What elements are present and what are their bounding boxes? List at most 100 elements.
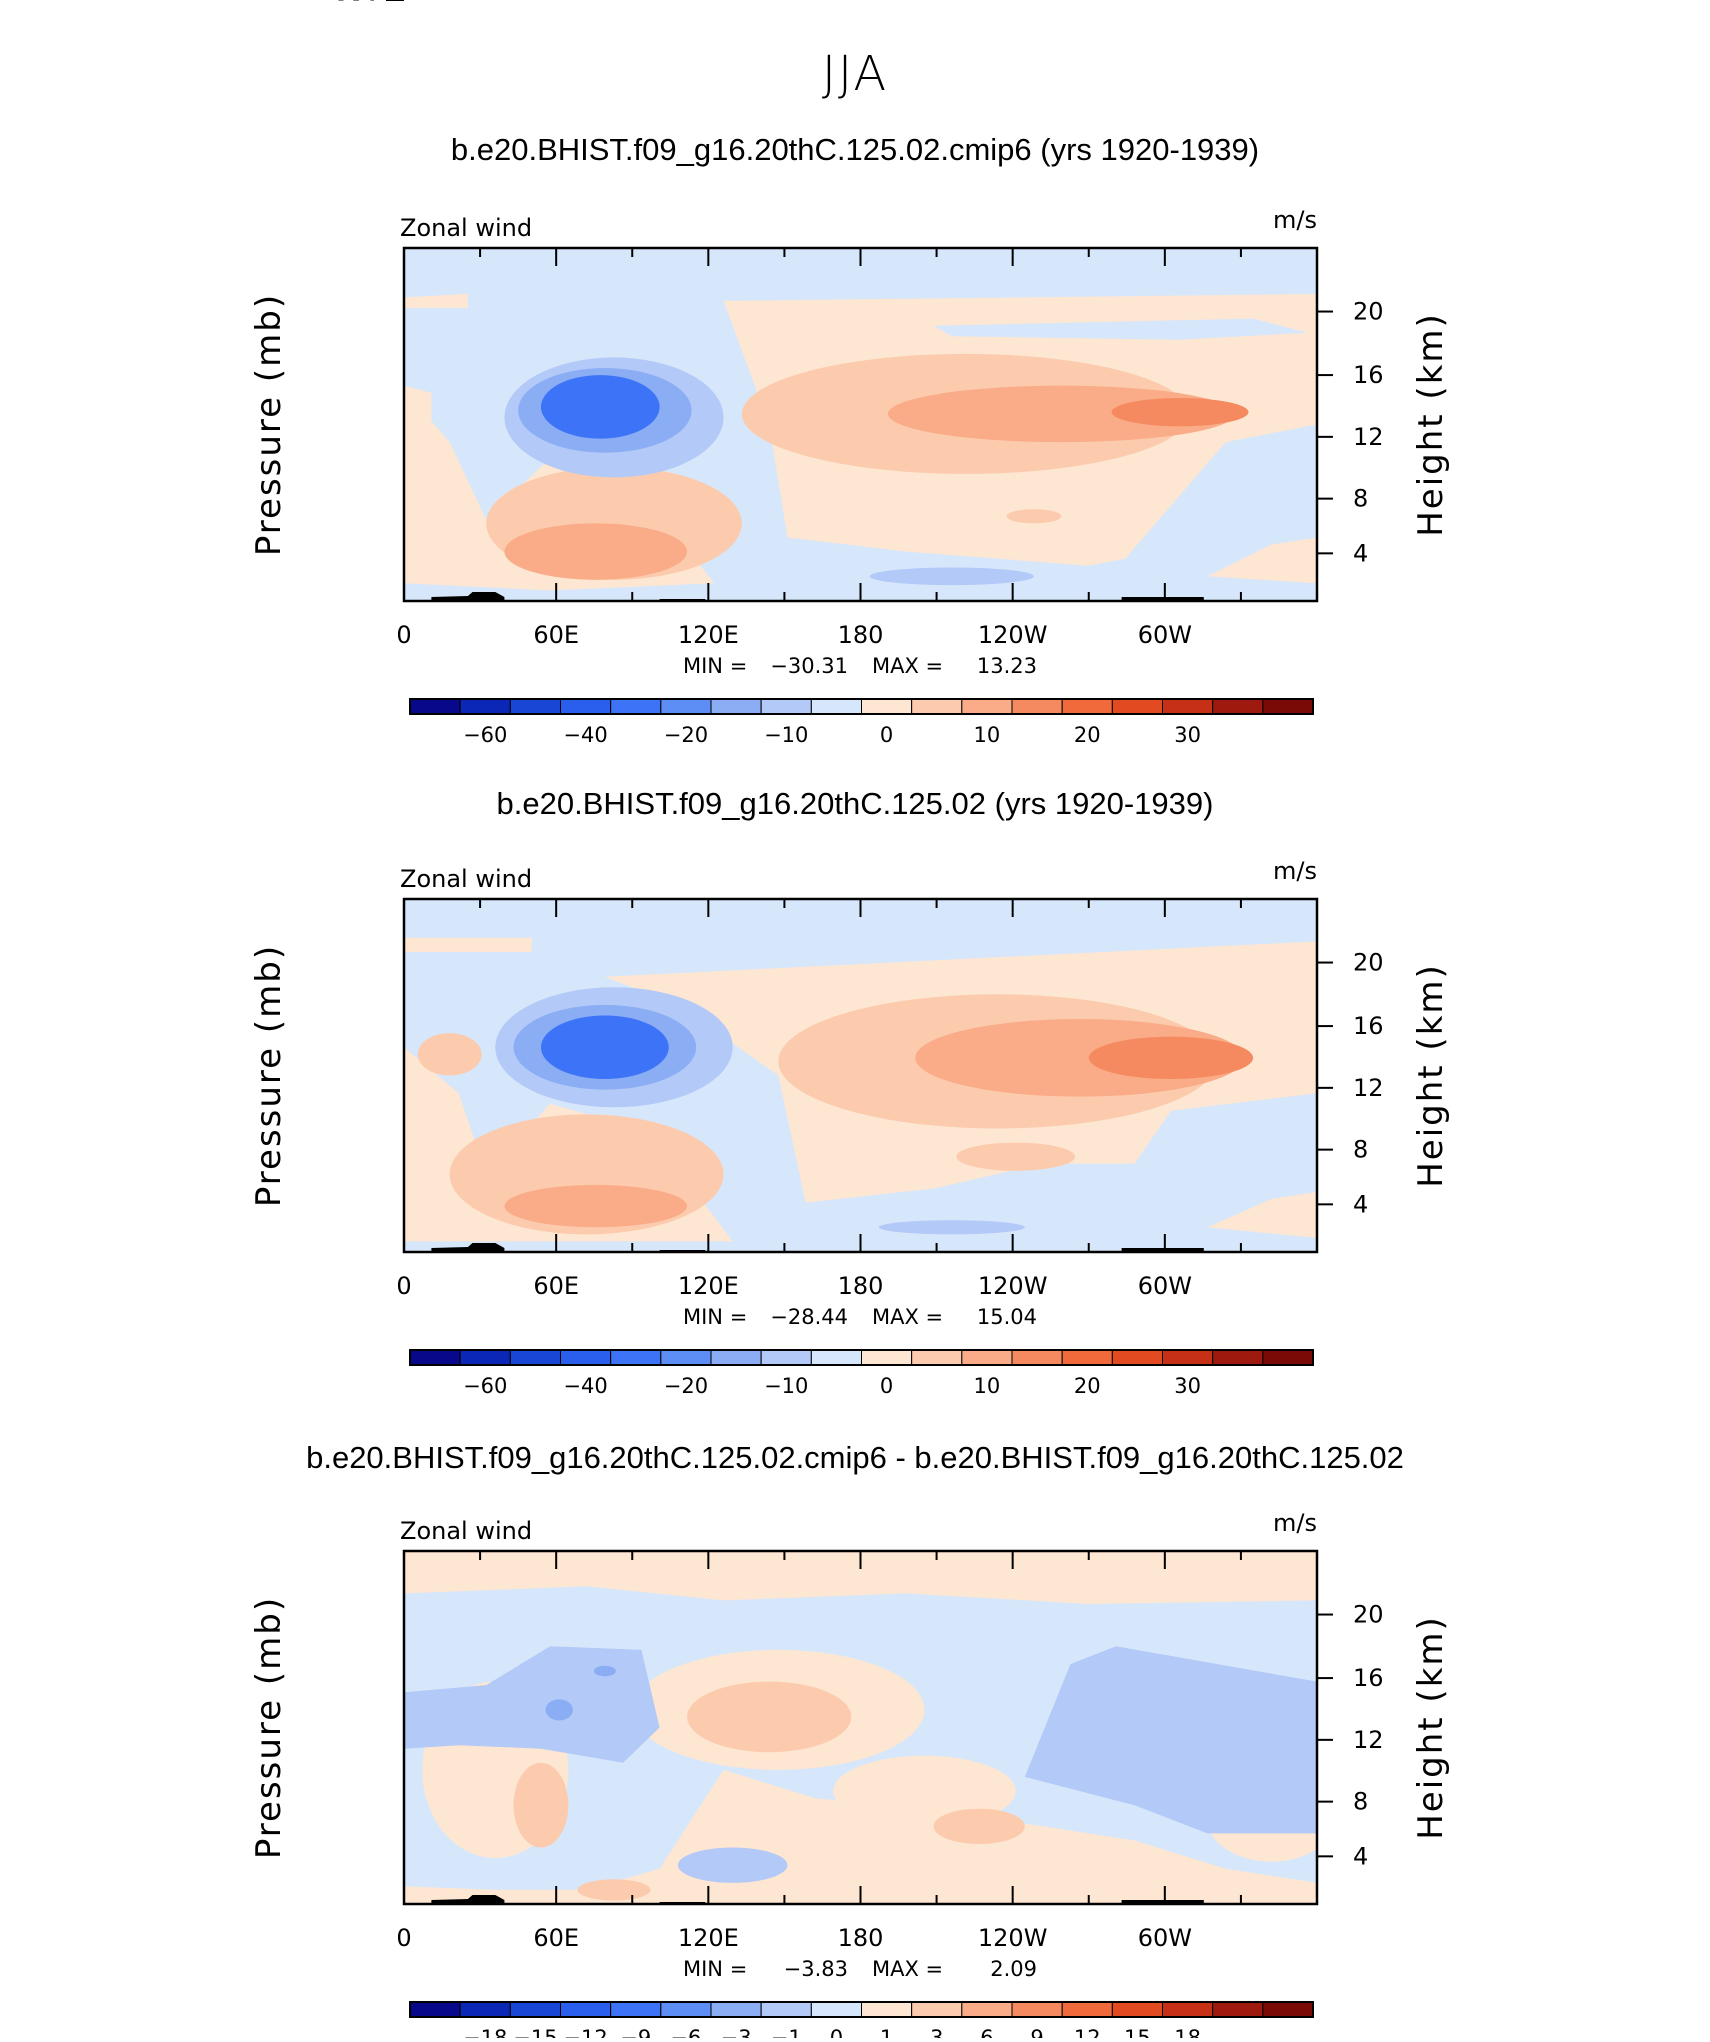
min-value: −3.83 xyxy=(784,1957,848,1981)
right-tick-label: 20 xyxy=(1353,298,1384,326)
colorbar-label: −1 xyxy=(771,2026,802,2038)
colorbar-swatch xyxy=(911,698,963,715)
y-tick-label: 30 xyxy=(349,0,380,6)
colorbar-swatch xyxy=(459,2001,511,2018)
colorbar-swatch xyxy=(1162,698,1214,715)
panel-1: Zonal windm/s060E120E180120W60W305070100… xyxy=(249,0,1451,747)
variable-label: Zonal wind xyxy=(400,865,532,893)
x-tick-label: 180 xyxy=(838,1924,884,1952)
colorbar-label: 10 xyxy=(974,723,1001,747)
y-tick-label: 300 xyxy=(334,0,380,6)
y-tick-label: 250 xyxy=(334,0,380,6)
contour-region xyxy=(545,1699,573,1721)
x-tick-label: 60E xyxy=(533,1924,579,1952)
contour-region xyxy=(1024,1646,1317,1834)
x-tick-label: 60W xyxy=(1138,621,1192,649)
contour-region xyxy=(404,937,532,952)
y-tick-label: 70 xyxy=(349,0,380,6)
colorbar-swatch xyxy=(560,1349,612,1366)
y-tick-label: 70 xyxy=(349,0,380,6)
contour-region xyxy=(540,375,660,439)
colorbar-label: −3 xyxy=(721,2026,752,2038)
y-tick-label: 30 xyxy=(349,0,380,6)
contour-region xyxy=(504,523,688,580)
y-tick-label: 400 xyxy=(334,0,380,6)
contour-region xyxy=(417,1033,482,1076)
colorbar-swatch xyxy=(861,2001,913,2018)
right-tick-label: 4 xyxy=(1353,1190,1368,1218)
colorbar-frame xyxy=(409,1349,1314,1366)
y-tick-label: 300 xyxy=(334,0,380,6)
colorbar-label: −18 xyxy=(463,2026,507,2038)
right-tick-label: 4 xyxy=(1353,539,1368,567)
terrain-mask xyxy=(431,592,505,601)
y-tick-label: 400 xyxy=(334,0,380,6)
colorbar-label: 9 xyxy=(1030,2026,1043,2038)
contour-region xyxy=(1111,398,1249,427)
y-tick-label: 500 xyxy=(334,0,380,6)
contour-region xyxy=(878,1220,1025,1235)
x-tick-label: 60E xyxy=(533,1272,579,1300)
y-tick-label: 250 xyxy=(334,0,380,6)
colorbar-label: 6 xyxy=(980,2026,993,2038)
contour-region xyxy=(833,1755,1016,1827)
colorbar-frame xyxy=(409,2001,1314,2018)
max-label: MAX = xyxy=(872,1957,943,1981)
right-tick-label: 16 xyxy=(1353,1012,1384,1040)
min-value: −28.44 xyxy=(770,1305,848,1329)
max-value: 15.04 xyxy=(977,1305,1037,1329)
colorbar-swatch xyxy=(911,2001,963,2018)
colorbar-label: 12 xyxy=(1074,2026,1101,2038)
colorbar-label: −10 xyxy=(764,723,808,747)
colorbar-swatch xyxy=(1111,1349,1164,1366)
y-tick-label: 150 xyxy=(334,0,380,6)
colorbar-label: −60 xyxy=(463,723,507,747)
right-tick-label: 8 xyxy=(1353,1136,1368,1164)
y-tick-label: 400 xyxy=(334,0,380,6)
contour-field xyxy=(404,899,1317,1252)
contour-field xyxy=(404,1551,1317,1904)
colorbar-swatch xyxy=(560,698,612,715)
y-tick-label: 200 xyxy=(334,0,380,6)
x-tick-label: 180 xyxy=(838,1272,884,1300)
panel-1-title: b.e20.BHIST.f09_g16.20thC.125.02.cmip6 (… xyxy=(450,132,1260,167)
contour-region xyxy=(540,1015,669,1080)
colorbar-swatch xyxy=(1061,1349,1113,1366)
colorbar-swatch xyxy=(1212,2001,1264,2018)
colorbar-label: −60 xyxy=(463,1374,507,1398)
contour-region xyxy=(404,1646,660,1763)
colorbar-swatch xyxy=(861,1349,913,1366)
contour-region xyxy=(504,1184,688,1228)
colorbar-swatch xyxy=(459,698,511,715)
right-tick-label: 12 xyxy=(1353,1074,1384,1102)
max-label: MAX = xyxy=(872,1305,943,1329)
colorbar-swatch xyxy=(810,698,862,715)
colorbar-swatch xyxy=(1162,2001,1214,2018)
right-tick-label: 12 xyxy=(1353,423,1384,451)
terrain-mask xyxy=(1121,1248,1204,1252)
y-tick-label: 850 xyxy=(334,0,380,6)
colorbar-swatch xyxy=(509,2001,562,2018)
colorbar-label: 0 xyxy=(880,723,893,747)
y-tick-label: 850 xyxy=(334,0,380,6)
colorbar-swatch xyxy=(1011,2001,1063,2018)
right-tick-label: 8 xyxy=(1353,485,1368,513)
contour-region xyxy=(1207,1192,1317,1238)
colorbar-swatch xyxy=(961,1349,1013,1366)
contour-field xyxy=(404,248,1317,601)
colorbar-swatch xyxy=(1011,698,1063,715)
variable-label: Zonal wind xyxy=(400,214,532,242)
y-tick-label: 150 xyxy=(334,0,380,6)
colorbar-swatch xyxy=(409,2001,461,2018)
y-tick-label: 500 xyxy=(334,0,380,6)
max-value: 2.09 xyxy=(990,1957,1037,1981)
colorbar-label: −40 xyxy=(563,1374,607,1398)
colorbar-swatch xyxy=(1061,698,1113,715)
y-tick-label: 1000 xyxy=(319,0,380,6)
colorbar-label: 20 xyxy=(1074,723,1101,747)
y-tick-label: 100 xyxy=(334,0,380,6)
colorbar-label: −9 xyxy=(620,2026,651,2038)
colorbar-label: −20 xyxy=(664,1374,708,1398)
